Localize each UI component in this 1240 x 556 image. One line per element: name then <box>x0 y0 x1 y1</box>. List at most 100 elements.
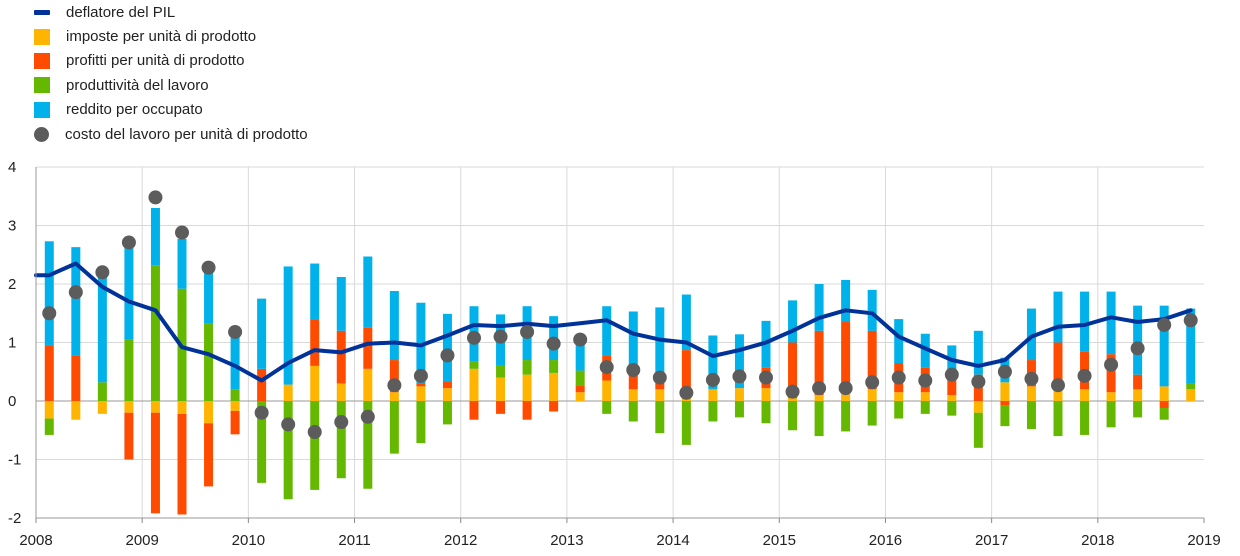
bar-segment <box>44 241 54 346</box>
labour-cost-dot <box>1130 341 1145 356</box>
bar-segment <box>894 319 904 363</box>
bar-segment <box>1080 291 1090 352</box>
bar-segment <box>788 342 798 399</box>
bar-segment <box>336 276 346 331</box>
bar-segment <box>1159 386 1169 401</box>
bar-segment <box>97 382 107 401</box>
bar-segment <box>681 350 691 399</box>
legend-label: reddito per occupato <box>66 101 203 119</box>
bar-segment <box>363 327 373 369</box>
labour-cost-dot <box>626 362 641 377</box>
bar-segment <box>867 401 877 426</box>
bar-segment <box>336 383 346 401</box>
line-layer <box>34 261 1193 383</box>
bar-segment <box>655 401 665 434</box>
labour-cost-dot <box>95 265 110 280</box>
bar-segment <box>947 377 957 396</box>
y-tick-label: 2 <box>8 276 16 293</box>
bar-segment <box>681 294 691 351</box>
bar-segment <box>973 330 983 375</box>
labour-cost-dot <box>573 332 588 347</box>
bar-segment <box>841 322 851 393</box>
y-tick-label: -2 <box>8 510 21 527</box>
bar-segment <box>575 370 585 386</box>
labour-cost-dot <box>520 324 535 339</box>
bar-segment <box>841 401 851 432</box>
bar-segment <box>230 389 240 401</box>
bar-segment <box>257 298 267 369</box>
bar-segment <box>336 401 346 479</box>
bar-segment <box>1106 401 1116 428</box>
bar-segment <box>469 401 479 420</box>
y-tick-label: 3 <box>8 218 16 235</box>
bar-segment <box>257 368 267 401</box>
bar-segment <box>416 401 426 444</box>
bars-layer <box>44 207 1196 515</box>
legend-swatch-line <box>34 9 50 15</box>
labour-cost-dot <box>732 369 747 384</box>
bar-segment <box>761 388 771 401</box>
labour-cost-dot <box>254 405 269 420</box>
bar-segment <box>124 412 134 460</box>
bar-segment <box>71 355 81 401</box>
legend-swatch-square <box>34 77 50 94</box>
bar-segment <box>1000 405 1010 427</box>
legend-item-costo-lavoro: costo del lavoro per unità di prodotto <box>34 122 308 146</box>
bar-segment <box>788 401 798 431</box>
bar-segment <box>389 291 399 361</box>
labour-cost-dot <box>1051 378 1065 393</box>
labour-cost-dot <box>971 374 986 389</box>
bar-segment <box>442 401 452 425</box>
bar-segment <box>522 374 532 401</box>
labour-cost-dot <box>360 409 375 424</box>
bar-segment <box>1053 389 1063 401</box>
y-tick-label: 1 <box>8 335 16 352</box>
bar-segment <box>867 330 877 390</box>
legend-label: deflatore del PIL <box>66 3 176 21</box>
bar-segment <box>575 385 585 393</box>
bar-segment <box>1133 389 1143 401</box>
bar-segment <box>416 302 426 384</box>
bar-segment <box>973 401 983 413</box>
legend-item-deflatore: deflatore del PIL <box>34 0 308 24</box>
bar-segment <box>496 365 506 378</box>
bar-segment <box>1186 308 1196 384</box>
bar-segment <box>867 289 877 331</box>
bar-segment <box>204 323 214 401</box>
bar-segment <box>628 401 638 422</box>
bar-segment <box>1026 308 1036 361</box>
bar-segment <box>841 392 851 401</box>
bar-segment <box>97 401 107 414</box>
labour-cost-dot <box>812 381 827 396</box>
bar-segment <box>814 330 824 396</box>
bar-segment <box>867 389 877 401</box>
bar-segment <box>1133 305 1143 375</box>
bar-segment <box>1159 408 1169 420</box>
bar-segment <box>522 360 532 375</box>
bar-segment <box>708 389 718 401</box>
bar-segment <box>549 401 559 412</box>
bar-segment <box>44 401 54 419</box>
labour-cost-dot <box>546 336 561 351</box>
bar-segment <box>1000 401 1010 406</box>
bar-segment <box>602 401 612 414</box>
bar-segment <box>442 313 452 382</box>
x-tick-label: 2014 <box>656 532 689 549</box>
bar-segment <box>1053 342 1063 390</box>
labour-cost-dot <box>334 415 349 430</box>
x-tick-label: 2017 <box>975 532 1008 549</box>
bar-segment <box>150 401 160 413</box>
bar-segment <box>602 380 612 401</box>
bar-segment <box>230 401 240 411</box>
bar-segment <box>1186 383 1196 390</box>
labour-cost-dot <box>121 235 136 250</box>
bar-segment <box>71 247 81 356</box>
legend-item-produttivita: produttività del lavoro <box>34 73 308 97</box>
bar-segment <box>283 401 293 500</box>
bar-segment <box>230 327 240 390</box>
y-tick-label: 4 <box>8 159 16 176</box>
bar-segment <box>389 360 399 393</box>
bar-segment <box>894 392 904 401</box>
bar-segment <box>496 401 506 414</box>
bar-segment <box>628 374 638 390</box>
